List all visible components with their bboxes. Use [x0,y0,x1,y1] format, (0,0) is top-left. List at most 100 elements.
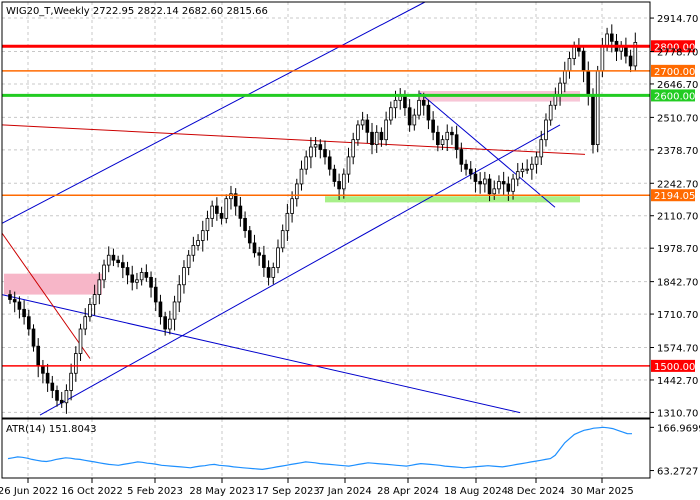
demand-zone [325,196,580,203]
candle-body [534,156,539,165]
candle-body [421,99,426,106]
candle-body [149,276,153,288]
y-tick-label: 2646.70 [657,80,698,91]
candle-body [31,328,36,347]
x-tick-label: 26 Jun 2022 [0,486,58,497]
candle-body [633,42,638,67]
candle-body [271,267,276,278]
candle-body [219,213,224,219]
candle-body [318,144,323,150]
y-tick-label: 1710.70 [657,310,698,321]
candle-body [196,240,200,246]
candle-body [351,139,356,158]
candle-body [172,301,177,320]
candle-body [247,230,252,244]
candle-body [609,33,614,42]
candle-body [539,139,544,158]
level-label-box [651,189,695,202]
atr-series-line [7,426,633,471]
y-tick-label: 2914.70 [657,14,698,25]
level-label-box [651,89,695,102]
candle-body [102,264,106,281]
candle-body [106,254,111,266]
candle-body [572,45,576,59]
candle-body [280,230,285,249]
level-label: 1500.00 [654,362,695,373]
y-tick-label: 1574.70 [657,344,698,355]
candle-body [45,372,50,384]
candle-body [468,168,473,175]
atr-grid [27,419,603,478]
candle-body [200,230,205,241]
candle-body [224,198,229,219]
candle-body [116,259,120,264]
candle-body [341,173,346,190]
red-trendline [1,124,586,155]
candle-body [83,316,88,330]
candle-body [233,193,238,207]
candle-body [591,95,595,146]
candle-body [520,168,525,173]
candle-body [487,178,492,195]
candle-body [168,318,172,330]
candle-body [436,131,440,146]
atr-pane-border [1,418,651,479]
level-label: 2800.00 [654,42,695,53]
x-tick-label: 17 Sep 2023 [256,486,319,497]
candle-body [97,279,102,295]
candle-body [586,70,591,96]
candle-body [581,50,586,72]
candle-body [285,213,290,232]
candle-body [243,217,247,232]
channel-lower-line [39,124,561,416]
candle-body [69,372,73,391]
level-label: 2194.05 [654,191,695,202]
candle-body [595,70,600,146]
candle-body [530,163,534,170]
candle-body [135,279,139,283]
candle-body [525,168,529,171]
candle-body [299,168,304,185]
x-tick-label: 5 Feb 2023 [127,486,183,497]
candle-body [50,382,55,391]
candle-body [346,156,351,175]
candle-body [332,168,337,182]
candle-body [229,193,233,200]
candle-body [17,301,22,310]
y-tick-label: 1842.70 [657,278,698,289]
candle-body [262,254,266,268]
candle-body [412,114,417,126]
candle-body [182,267,186,286]
candle-body [445,131,450,141]
candle-body [266,267,271,278]
breakout-line [419,92,556,208]
candle-body [483,178,487,185]
x-tick-label: 28 Apr 2024 [377,486,439,497]
candle-body [473,173,478,182]
candle-body [374,131,379,146]
candle-body [497,181,501,190]
x-tick-label: 16 Oct 2022 [61,486,123,497]
candle-body [548,104,553,121]
candle-body [511,178,515,192]
level-label-box [651,359,695,372]
red-diagonal-line [1,232,91,359]
candle-body [177,284,182,303]
level-label: 2700.00 [654,67,695,78]
candle-body [304,156,309,170]
candle-body [158,301,163,318]
candle-body [163,316,167,330]
candles [8,24,638,414]
candle-body [215,205,219,214]
x-tick-label: 28 May 2023 [189,486,254,497]
candle-body [337,181,341,190]
candle-body [12,299,17,303]
candle-body [313,144,318,148]
level-lines: 2800.00 2700.00 2600.00 2194.05 1500.00 [2,40,695,373]
candle-body [78,328,83,354]
candle-body [111,254,116,261]
main-pane-border [1,1,651,419]
candle-body [356,124,360,141]
candle-body [191,245,196,256]
